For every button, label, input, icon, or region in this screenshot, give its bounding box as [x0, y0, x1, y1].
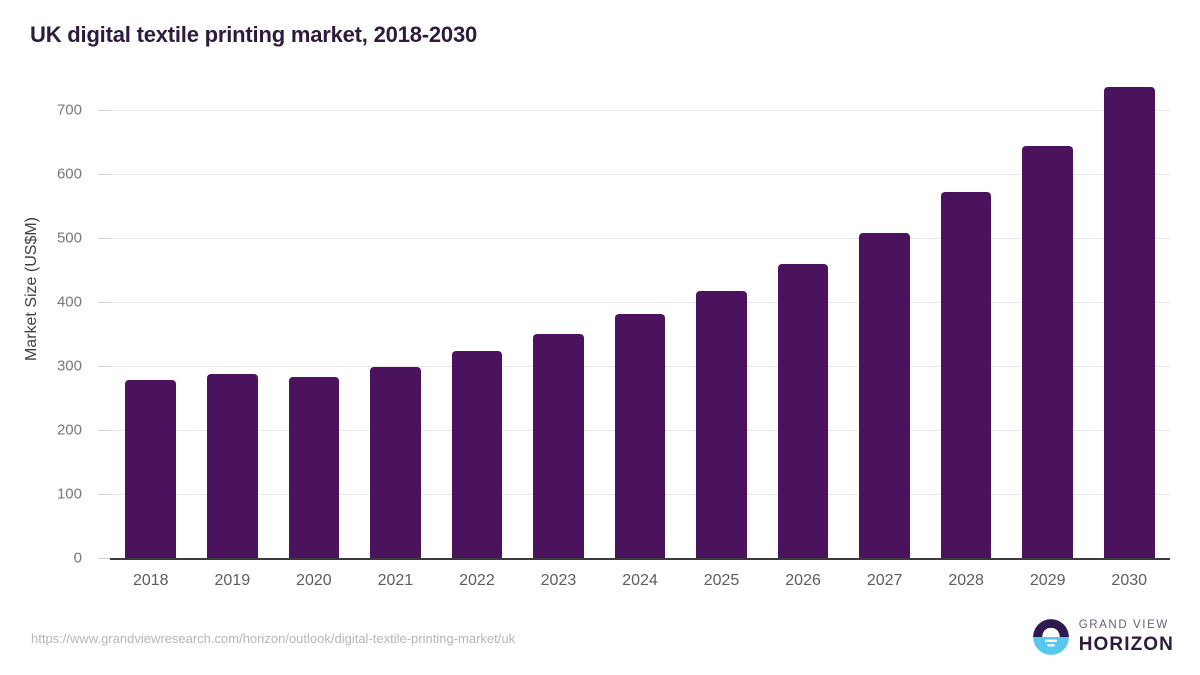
x-tick-label: 2020 [296, 572, 332, 589]
x-axis-line [110, 558, 1170, 560]
y-tick-label: 700 [56, 101, 82, 119]
grand-view-horizon-logo-icon [1032, 619, 1069, 655]
page-title: UK digital textile printing market, 2018… [30, 22, 478, 47]
x-tick-label: 2023 [540, 572, 577, 589]
y-axis-title: Market Size (US$M) [23, 216, 40, 362]
x-tick-label: 2030 [1111, 572, 1148, 589]
bar[interactable] [1103, 87, 1155, 558]
gridline [110, 174, 1170, 176]
bar[interactable] [288, 377, 340, 558]
y-tick-label: 400 [56, 293, 82, 311]
x-tick-label: 2022 [459, 572, 495, 589]
y-tick-mark [98, 494, 110, 496]
brand-logo[interactable]: GRAND VIEW HORIZON [1032, 618, 1174, 656]
x-tick-label: 2025 [703, 572, 740, 589]
bars-layer [110, 72, 1170, 558]
y-tick-mark [98, 238, 110, 240]
bar[interactable] [696, 291, 747, 558]
y-tick-mark [98, 110, 110, 112]
x-tick-label: 2028 [948, 572, 984, 589]
x-tick-label: 2029 [1029, 572, 1066, 589]
y-tick-mark [98, 430, 110, 432]
logo-line-horizon: HORIZON [1078, 633, 1174, 655]
y-tick-label: 600 [56, 165, 82, 183]
logo-text: GRAND VIEW HORIZON [1079, 620, 1174, 654]
bar[interactable] [370, 366, 421, 558]
bar[interactable] [1022, 145, 1073, 558]
bar[interactable] [777, 264, 829, 558]
x-tick-label: 2021 [377, 572, 414, 589]
gridline [110, 110, 1170, 112]
bar[interactable] [125, 380, 177, 558]
logo-line-grand-view: GRAND VIEW [1078, 619, 1169, 632]
gridline [110, 238, 1170, 240]
bar[interactable] [614, 314, 666, 558]
y-tick-label: 0 [73, 549, 82, 567]
x-tick-label: 2026 [785, 572, 821, 589]
y-tick-mark [98, 366, 110, 368]
y-tick-mark [98, 174, 110, 176]
x-tick-label: 2027 [866, 572, 903, 589]
bar[interactable] [533, 334, 584, 558]
bar[interactable] [859, 232, 910, 558]
gridline [110, 302, 1170, 304]
y-tick-label: 200 [56, 421, 82, 439]
y-tick-label: 300 [56, 357, 82, 375]
source-url[interactable]: https://www.grandviewresearch.com/horizo… [31, 631, 516, 646]
y-tick-label: 500 [56, 229, 82, 247]
x-tick-label: 2024 [622, 572, 658, 589]
bar[interactable] [940, 192, 992, 558]
x-tick-label: 2018 [132, 572, 169, 589]
bar[interactable] [451, 350, 503, 558]
y-tick-mark [98, 558, 110, 559]
y-tick-mark [98, 302, 110, 304]
x-tick-label: 2019 [214, 572, 251, 589]
y-tick-label: 100 [56, 485, 82, 503]
bar[interactable] [207, 373, 258, 558]
